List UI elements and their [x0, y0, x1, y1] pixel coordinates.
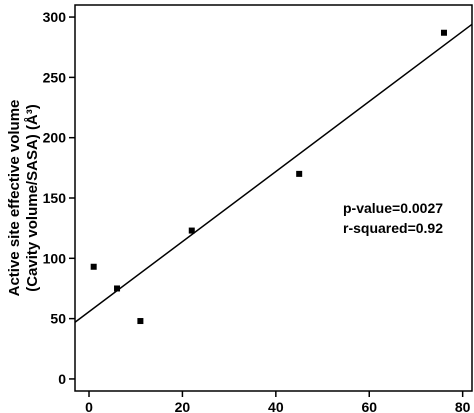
y-tick-label: 100 [43, 250, 67, 266]
x-tick-label: 80 [455, 399, 471, 413]
y-tick-label: 200 [43, 130, 67, 146]
y-tick-label: 300 [43, 9, 67, 25]
p-value-annotation: p-value=0.0027 [343, 200, 443, 216]
y-tick-label: 0 [58, 371, 66, 387]
y-axis-title-line-2: (Cavity volume/SASA) (Å³) [24, 104, 41, 292]
y-axis: 0 50 100 150 200 250 300 [43, 9, 75, 387]
y-tick-label: 250 [43, 69, 67, 85]
data-point [188, 227, 195, 234]
x-tick-label: 60 [361, 399, 377, 413]
y-tick-label: 50 [50, 311, 66, 327]
y-tick-label: 150 [43, 190, 67, 206]
plot-frame [74, 4, 473, 392]
data-points [90, 29, 447, 325]
data-point [137, 318, 144, 325]
x-tick-label: 0 [85, 399, 93, 413]
r-squared-annotation: r-squared=0.92 [343, 220, 443, 236]
x-tick-label: 40 [268, 399, 284, 413]
data-point [440, 29, 447, 36]
data-point [90, 263, 97, 270]
data-point [296, 170, 303, 177]
y-axis-title-line-1: Active site effective volume [6, 100, 23, 297]
x-axis: 0 20 40 60 80 [85, 391, 471, 413]
x-tick-label: 20 [175, 399, 191, 413]
data-point [114, 285, 121, 292]
regression-line [74, 23, 473, 323]
